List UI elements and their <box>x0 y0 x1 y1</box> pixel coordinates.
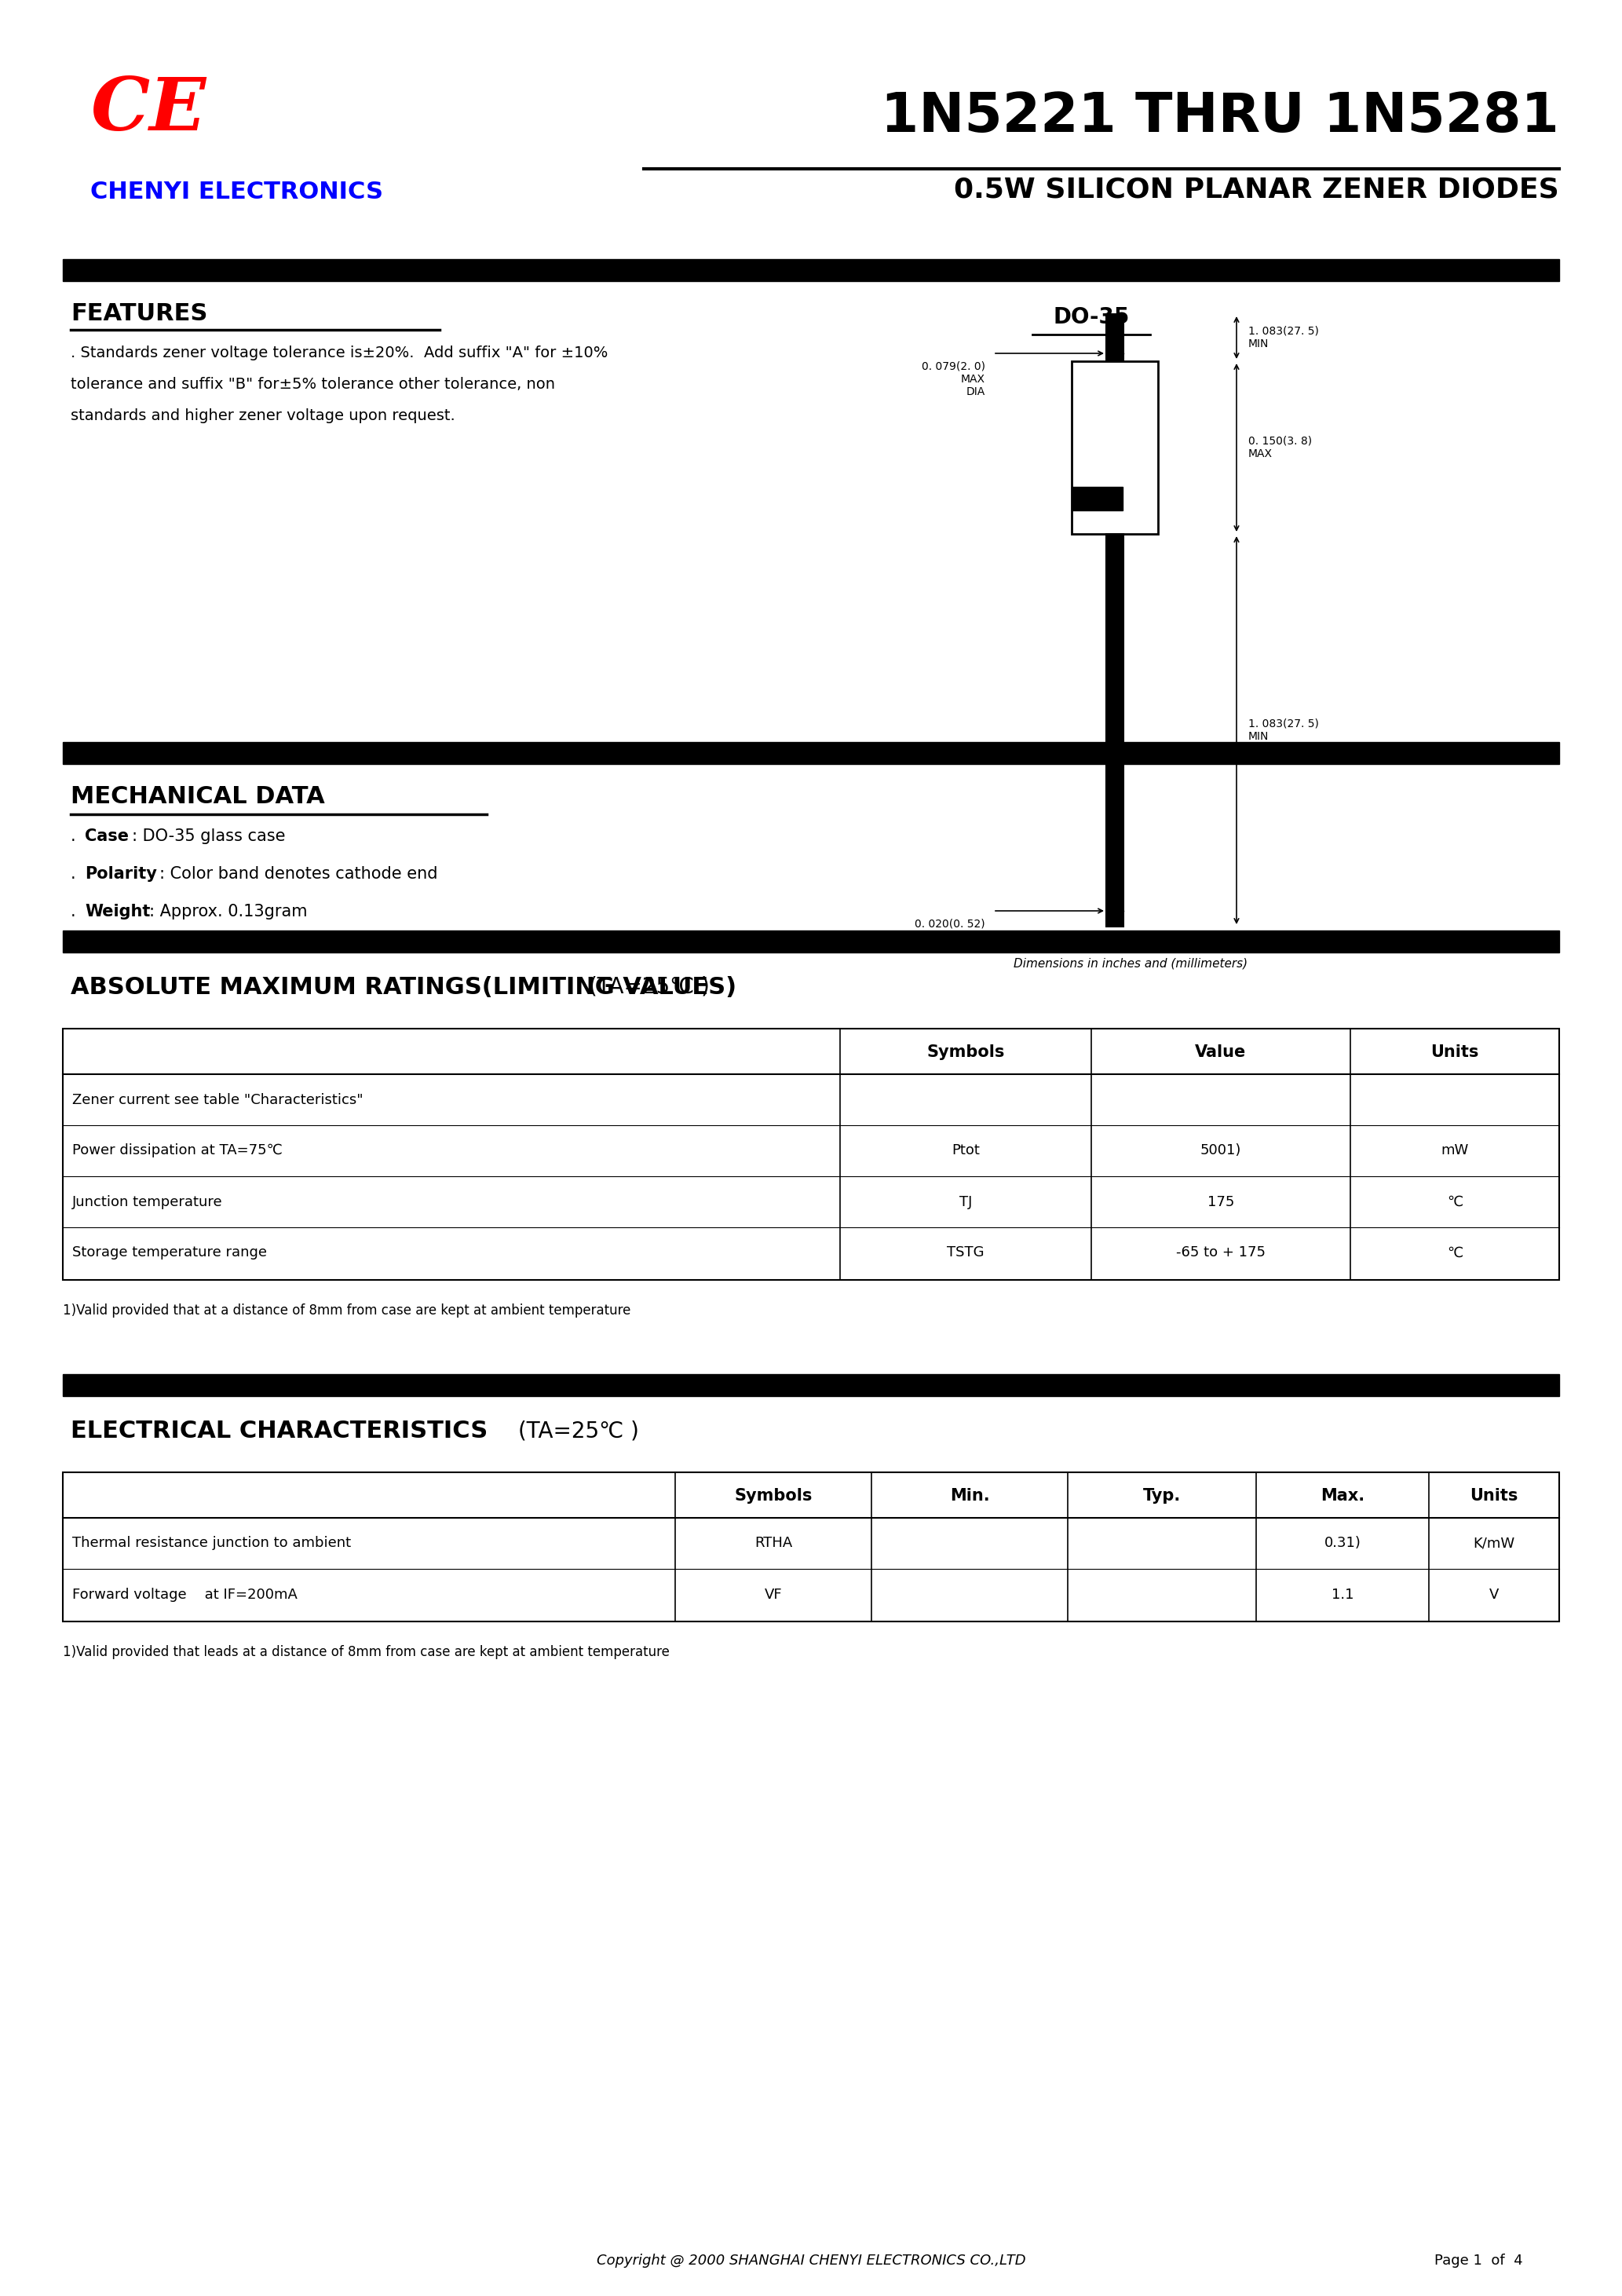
Text: .: . <box>71 905 81 918</box>
Text: Power dissipation at TA=75℃: Power dissipation at TA=75℃ <box>73 1143 282 1157</box>
Text: 1. 083(27. 5)
MIN: 1. 083(27. 5) MIN <box>1249 719 1319 742</box>
Bar <box>1106 535 1124 928</box>
Text: CE: CE <box>91 73 206 145</box>
Bar <box>1072 487 1122 510</box>
Text: Units: Units <box>1431 1045 1479 1061</box>
Text: FEATURES: FEATURES <box>71 303 208 326</box>
Text: RTHA: RTHA <box>754 1536 792 1550</box>
Text: Max.: Max. <box>1320 1488 1364 1504</box>
Text: K/mW: K/mW <box>1473 1536 1515 1550</box>
Bar <box>1106 315 1124 360</box>
Text: ELECTRICAL CHARACTERISTICS: ELECTRICAL CHARACTERISTICS <box>71 1419 488 1442</box>
Text: tolerance and suffix "B" for±5% tolerance other tolerance, non: tolerance and suffix "B" for±5% toleranc… <box>71 377 555 393</box>
Text: -65 to + 175: -65 to + 175 <box>1176 1247 1265 1261</box>
Text: Zener current see table "Characteristics": Zener current see table "Characteristics… <box>73 1093 363 1107</box>
Text: MECHANICAL DATA: MECHANICAL DATA <box>71 785 324 808</box>
Text: CHENYI ELECTRONICS: CHENYI ELECTRONICS <box>91 181 383 204</box>
Text: Page 1  of  4: Page 1 of 4 <box>1434 2255 1523 2268</box>
Text: (TA=25℃ ): (TA=25℃ ) <box>589 976 710 999</box>
Bar <box>1072 360 1158 535</box>
Text: 1.1: 1.1 <box>1332 1587 1354 1603</box>
Text: mW: mW <box>1440 1143 1468 1157</box>
Text: DO-35: DO-35 <box>1053 305 1129 328</box>
Text: ℃: ℃ <box>1447 1194 1463 1210</box>
Text: Junction temperature: Junction temperature <box>73 1194 222 1210</box>
Text: Forward voltage    at IF=200mA: Forward voltage at IF=200mA <box>73 1587 297 1603</box>
Text: .: . <box>71 829 81 845</box>
Bar <box>63 259 1559 280</box>
Text: 0. 079(2. 0)
MAX
DIA: 0. 079(2. 0) MAX DIA <box>921 360 985 397</box>
Text: . Standards zener voltage tolerance is±20%.  Add suffix "A" for ±10%: . Standards zener voltage tolerance is±2… <box>71 344 608 360</box>
Text: : DO-35 glass case: : DO-35 glass case <box>131 829 285 845</box>
Text: Thermal resistance junction to ambient: Thermal resistance junction to ambient <box>73 1536 350 1550</box>
Text: Case: Case <box>84 829 128 845</box>
Text: 0. 150(3. 8)
MAX: 0. 150(3. 8) MAX <box>1249 436 1312 459</box>
Text: ABSOLUTE MAXIMUM RATINGS(LIMITING VALUES): ABSOLUTE MAXIMUM RATINGS(LIMITING VALUES… <box>71 976 736 999</box>
Text: Typ.: Typ. <box>1144 1488 1181 1504</box>
Text: (TA=25℃ ): (TA=25℃ ) <box>517 1419 639 1442</box>
Text: Value: Value <box>1195 1045 1246 1061</box>
Bar <box>63 1029 1559 1279</box>
Text: .: . <box>71 866 81 882</box>
Text: 1)Valid provided that at a distance of 8mm from case are kept at ambient tempera: 1)Valid provided that at a distance of 8… <box>63 1304 631 1318</box>
Text: Min.: Min. <box>950 1488 989 1504</box>
Bar <box>63 742 1559 765</box>
Text: V: V <box>1489 1587 1499 1603</box>
Bar <box>63 1373 1559 1396</box>
Text: : Color band denotes cathode end: : Color band denotes cathode end <box>159 866 438 882</box>
Text: VF: VF <box>764 1587 782 1603</box>
Text: Symbols: Symbols <box>926 1045 1004 1061</box>
Text: 5001): 5001) <box>1200 1143 1241 1157</box>
Text: Units: Units <box>1470 1488 1518 1504</box>
Text: 175: 175 <box>1207 1194 1234 1210</box>
Text: Polarity: Polarity <box>84 866 157 882</box>
Text: Storage temperature range: Storage temperature range <box>73 1247 268 1261</box>
Text: Ptot: Ptot <box>952 1143 980 1157</box>
Text: Dimensions in inches and (millimeters): Dimensions in inches and (millimeters) <box>1014 957 1247 969</box>
Text: Weight: Weight <box>84 905 151 918</box>
Text: TJ: TJ <box>959 1194 972 1210</box>
Text: Copyright @ 2000 SHANGHAI CHENYI ELECTRONICS CO.,LTD: Copyright @ 2000 SHANGHAI CHENYI ELECTRO… <box>597 2255 1025 2268</box>
Text: ℃: ℃ <box>1447 1247 1463 1261</box>
Bar <box>63 930 1559 953</box>
Text: 0. 020(0. 52)
MAX
DIA: 0. 020(0. 52) MAX DIA <box>915 918 985 955</box>
Text: 1N5221 THRU 1N5281: 1N5221 THRU 1N5281 <box>881 90 1559 142</box>
Text: 0.31): 0.31) <box>1324 1536 1361 1550</box>
Text: 1)Valid provided that leads at a distance of 8mm from case are kept at ambient t: 1)Valid provided that leads at a distanc… <box>63 1644 670 1660</box>
Text: Symbols: Symbols <box>735 1488 813 1504</box>
Text: 1. 083(27. 5)
MIN: 1. 083(27. 5) MIN <box>1249 326 1319 349</box>
Text: : Approx. 0.13gram: : Approx. 0.13gram <box>149 905 307 918</box>
Text: TSTG: TSTG <box>947 1247 985 1261</box>
Bar <box>63 1472 1559 1621</box>
Text: 0.5W SILICON PLANAR ZENER DIODES: 0.5W SILICON PLANAR ZENER DIODES <box>954 177 1559 204</box>
Text: standards and higher zener voltage upon request.: standards and higher zener voltage upon … <box>71 409 456 422</box>
